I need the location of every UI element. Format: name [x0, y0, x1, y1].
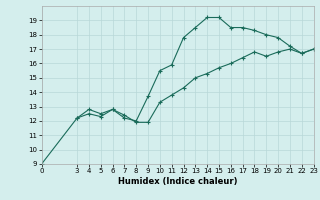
- X-axis label: Humidex (Indice chaleur): Humidex (Indice chaleur): [118, 177, 237, 186]
